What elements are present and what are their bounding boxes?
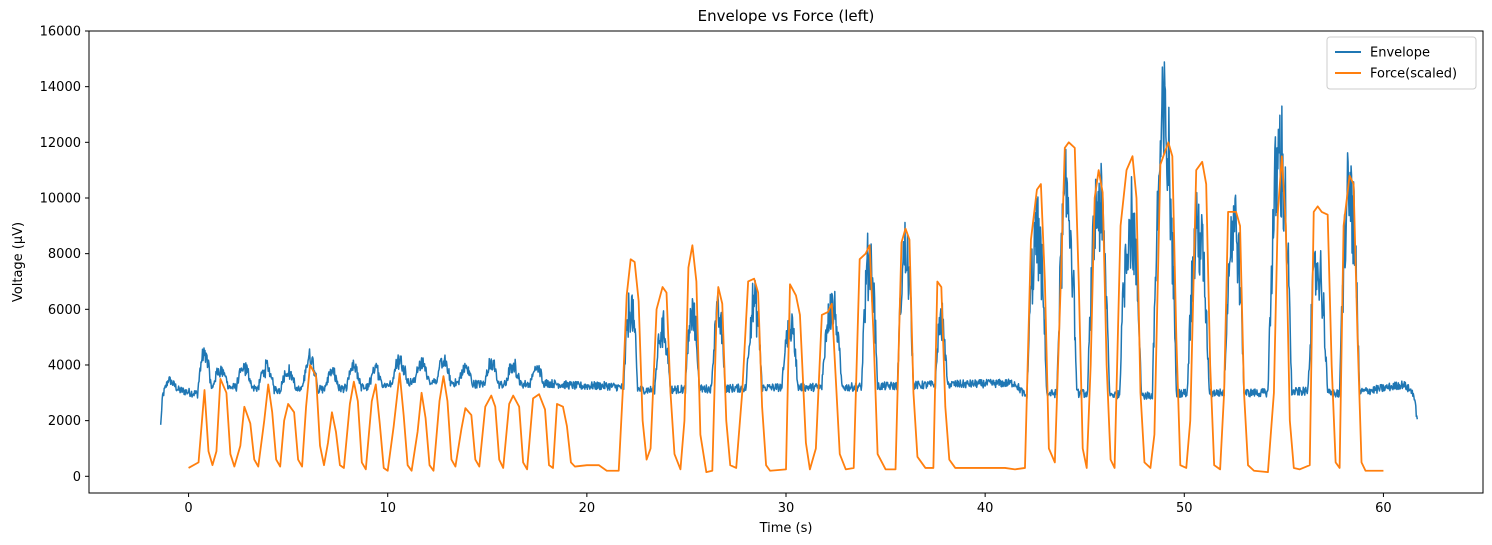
plot-frame: [88, 30, 1484, 494]
y-tick-label: 0: [73, 470, 81, 485]
x-tick-label: 50: [1176, 501, 1193, 516]
x-tick-label: 20: [579, 501, 596, 516]
y-tick-label: 8000: [48, 247, 81, 262]
x-tick-label: 40: [977, 501, 994, 516]
x-axis: 0 10 20 30 40 50 60: [184, 493, 1392, 516]
y-tick-label: 2000: [48, 414, 81, 429]
chart-title: Envelope vs Force (left): [698, 7, 875, 25]
legend-box: [1326, 36, 1477, 90]
x-axis-label: Time (s): [759, 521, 813, 536]
legend-label-envelope: Envelope: [1370, 46, 1430, 61]
x-tick-label: 30: [778, 501, 795, 516]
series-line-force: [188, 141, 1384, 474]
x-tick-label: 10: [379, 501, 396, 516]
x-tick-label: 0: [184, 501, 192, 516]
y-axis-label: Voltage (µV): [11, 222, 26, 302]
y-axis: 0 2000 4000 6000 8000 10000 12000 14000 16000: [40, 25, 89, 485]
legend-label-force: Force(scaled): [1370, 67, 1457, 82]
y-tick-label: 12000: [40, 136, 81, 151]
legend: Envelope Force(scaled): [1326, 36, 1477, 90]
y-tick-label: 10000: [40, 191, 81, 206]
series-layer: [159, 61, 1419, 474]
y-tick-label: 4000: [48, 358, 81, 373]
x-tick-label: 60: [1375, 501, 1392, 516]
y-tick-label: 16000: [40, 25, 81, 40]
plot-area: [88, 30, 1484, 494]
y-tick-label: 14000: [40, 80, 81, 95]
y-tick-label: 6000: [48, 303, 81, 318]
